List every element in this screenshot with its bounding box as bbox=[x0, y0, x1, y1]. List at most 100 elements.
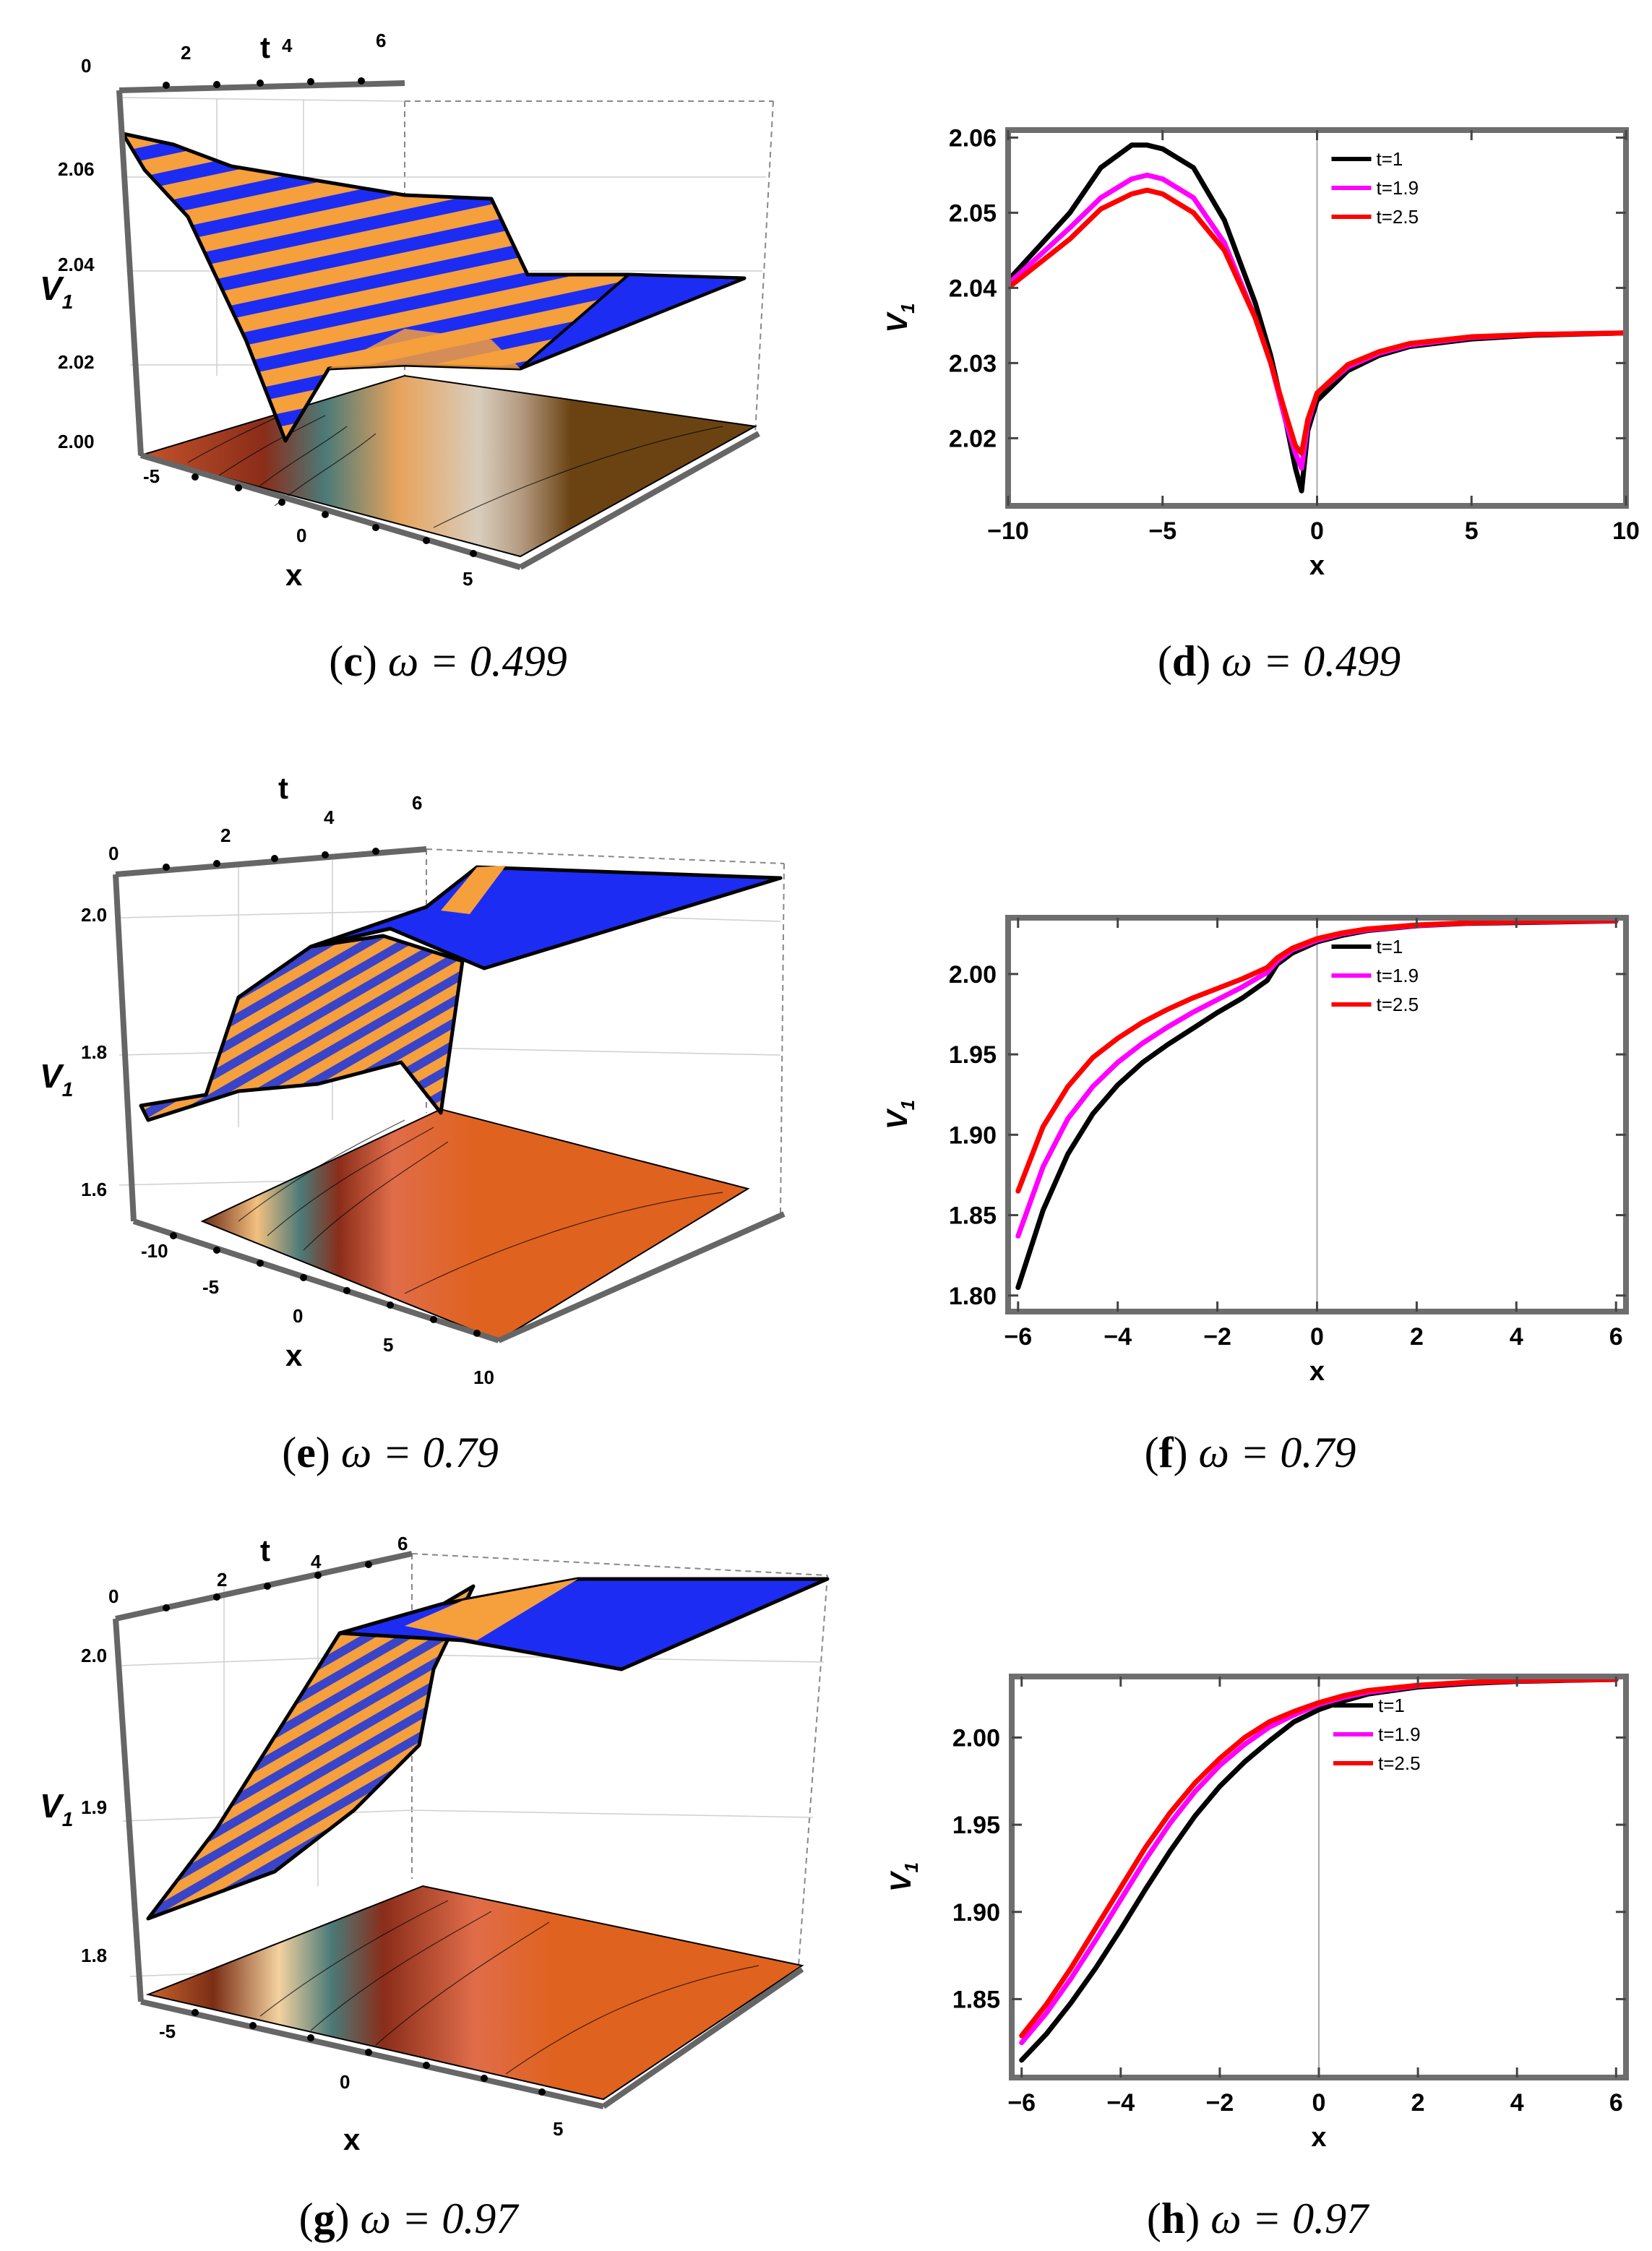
panel-g-surface-fold bbox=[405, 1579, 578, 1640]
panel-g-surface3d: t 0 2 4 6 1.8 1.9 2.0 V1 -5 0 5 x bbox=[40, 1533, 830, 2156]
panel-f-x-tick-label: −6 bbox=[1004, 1323, 1032, 1351]
panel-g-t-label: t bbox=[260, 1533, 270, 1567]
panel-f-y-tick-label: 1.80 bbox=[949, 1283, 997, 1310]
panel-g-x-label: x bbox=[343, 2122, 361, 2156]
panel-d-y-tick-label: 2.05 bbox=[949, 199, 997, 227]
panel-d-x-tick-label: 5 bbox=[1465, 517, 1479, 545]
panel-h-y-label: V1 bbox=[885, 1862, 922, 1892]
panel-e-surface3d: t 0 2 4 6 1.6 1.8 2.0 V1 -10 -5 0 5 10 x bbox=[40, 771, 786, 1388]
panel-e-surface-fold bbox=[441, 866, 506, 914]
panel-e-x-tick: 5 bbox=[383, 1334, 393, 1356]
panel-f-x-tick-label: −2 bbox=[1203, 1323, 1231, 1351]
panel-e-t-tick: 4 bbox=[324, 806, 335, 828]
panel-g-z-tick: 2.0 bbox=[81, 1645, 107, 1666]
panel-c-z-tick: 2.04 bbox=[58, 254, 95, 275]
panel-d-x-tick-label: −10 bbox=[987, 517, 1029, 545]
panel-c-x-tick: -5 bbox=[143, 465, 160, 487]
panel-c-x-tick: 5 bbox=[463, 568, 473, 590]
panel-c-x-label: x bbox=[285, 558, 303, 592]
panel-d-legend-label: t=2.5 bbox=[1377, 206, 1419, 228]
panel-h-x-label: x bbox=[1311, 2122, 1326, 2153]
panel-c-surface-fold bbox=[329, 329, 520, 369]
panel-e-x-tick: 10 bbox=[473, 1366, 494, 1388]
panel-h-x-tick-label: 0 bbox=[1312, 2089, 1326, 2117]
panel-c-t-tick: 0 bbox=[81, 55, 91, 77]
panel-c-t-tick: 6 bbox=[376, 30, 386, 51]
panel-f-x-tick-label: 2 bbox=[1410, 1323, 1424, 1351]
panel-g-z-tick: 1.9 bbox=[81, 1796, 107, 1818]
panel-g-x-tick: 0 bbox=[340, 2071, 350, 2093]
panel-f-x-tick-label: 6 bbox=[1609, 1323, 1623, 1351]
panel-d-x-tick-label: −5 bbox=[1148, 517, 1176, 545]
panel-e-t-tick: 6 bbox=[412, 792, 422, 814]
caption-g: (g) ω = 0.97 bbox=[299, 2195, 520, 2242]
panel-g-t-tick: 0 bbox=[108, 1585, 119, 1607]
panel-c-ticks bbox=[163, 77, 477, 557]
panel-c-z-label: V1 bbox=[40, 270, 73, 313]
panel-d-line-chart: −10 −5 0 5 10 2.02 2.03 2.04 2.05 2.06 x V1 t=1 t=1.9… bbox=[882, 124, 1640, 581]
panel-h-line-chart: −6 −4 −2 0 2 4 6 1.85 1.90 1.95 2.00 x V1 t=1 t=1.9 t=2… bbox=[885, 1674, 1629, 2153]
panel-f-series-t-2-5 bbox=[1015, 918, 1619, 1194]
panel-e-contour-floor bbox=[200, 1108, 750, 1342]
panel-e-x-tick: -5 bbox=[202, 1276, 219, 1298]
panel-f-line-chart: −6 −4 −2 0 2 4 6 1.80 1.85 1.90 1.95 2.00 x V1 t=1 t=1.… bbox=[882, 915, 1629, 1387]
panel-e-ticks bbox=[163, 848, 481, 1337]
panel-d-y-tick-label: 2.04 bbox=[949, 275, 997, 302]
panel-e-t-tick: 2 bbox=[220, 825, 231, 846]
panel-c-z-tick: 2.00 bbox=[58, 431, 95, 452]
panel-h-series-t-2-5 bbox=[1019, 1677, 1619, 2039]
panel-d-y-tick-label: 2.03 bbox=[949, 350, 997, 377]
panel-d-y-tick-label: 2.06 bbox=[949, 124, 997, 152]
panel-h-legend-label: t=1 bbox=[1378, 1695, 1405, 1716]
panel-f-y-tick-label: 2.00 bbox=[949, 961, 997, 989]
panel-h-x-tick-label: 6 bbox=[1609, 2089, 1623, 2117]
caption-e: (e) ω = 0.79 bbox=[282, 1429, 498, 1476]
panel-h-y-tick-label: 1.90 bbox=[952, 1899, 1000, 1927]
panel-f-legend-label: t=1 bbox=[1377, 936, 1403, 957]
panel-f-x-tick-label: 4 bbox=[1510, 1323, 1523, 1351]
panel-h-x-tick-label: 4 bbox=[1510, 2089, 1524, 2117]
panel-g-ticks bbox=[163, 1561, 546, 2096]
panel-d-series-t-2-5 bbox=[1005, 187, 1629, 456]
panel-e-surface bbox=[139, 934, 465, 1122]
panel-g-x-tick: 5 bbox=[553, 2118, 563, 2140]
panel-h-x-tick-label: −4 bbox=[1106, 2089, 1135, 2117]
panel-d-x-label: x bbox=[1309, 551, 1325, 581]
panel-e-contour-lines bbox=[238, 1119, 723, 1294]
panel-d-legend-label: t=1 bbox=[1377, 148, 1403, 170]
panel-e-x-tick: -10 bbox=[141, 1240, 168, 1262]
panel-e-t-label: t bbox=[278, 771, 288, 805]
panel-h-x-tick-label: −2 bbox=[1206, 2089, 1234, 2117]
panel-h-y-tick-label: 1.95 bbox=[952, 1812, 1000, 1839]
panel-h-x-tick-label: −6 bbox=[1007, 2089, 1036, 2117]
panel-g-z-label: V1 bbox=[40, 1787, 73, 1830]
panel-f-x-tick-label: −4 bbox=[1104, 1323, 1132, 1351]
panel-g-t-tick: 4 bbox=[311, 1551, 322, 1572]
panel-f-legend-label: t=2.5 bbox=[1377, 994, 1419, 1015]
panel-e-z-tick: 2.0 bbox=[81, 904, 107, 926]
panel-c-axes-frame bbox=[116, 80, 760, 570]
panel-f-y-tick-label: 1.95 bbox=[949, 1041, 997, 1069]
panel-f-x-tick-label: 0 bbox=[1310, 1323, 1324, 1351]
panel-c-t-tick: 4 bbox=[282, 35, 293, 56]
panel-e-surface-top bbox=[309, 865, 783, 970]
panel-h-legend-label: t=2.5 bbox=[1378, 1752, 1421, 1774]
panel-g-contour-lines bbox=[259, 1900, 760, 2075]
panel-h-y-tick-label: 1.85 bbox=[952, 1986, 1000, 2013]
panel-g-surface bbox=[146, 1584, 476, 1921]
panel-d-x-tick-label: 0 bbox=[1310, 517, 1324, 545]
panel-e-x-tick: 0 bbox=[293, 1305, 303, 1327]
caption-f: (f) ω = 0.79 bbox=[1145, 1429, 1356, 1476]
panel-d-y-tick-label: 2.02 bbox=[949, 425, 997, 452]
panel-e-z-label: V1 bbox=[40, 1057, 73, 1101]
panel-c-surface3d: t 0 2 4 6 2.00 2.02 2.04 2.06 V1 -5 0 5 … bbox=[40, 30, 774, 592]
panel-c-t-tick: 2 bbox=[181, 42, 191, 64]
panel-e-t-tick: 0 bbox=[108, 843, 119, 864]
panel-c-z-tick: 2.02 bbox=[58, 351, 95, 373]
panel-f-y-tick-label: 1.85 bbox=[949, 1202, 997, 1230]
panel-g-x-tick: -5 bbox=[159, 2020, 176, 2042]
panel-g-z-tick: 1.8 bbox=[81, 1945, 107, 1966]
panel-c-surface-flat bbox=[519, 272, 745, 370]
panel-h-legend-label: t=1.9 bbox=[1378, 1723, 1421, 1745]
